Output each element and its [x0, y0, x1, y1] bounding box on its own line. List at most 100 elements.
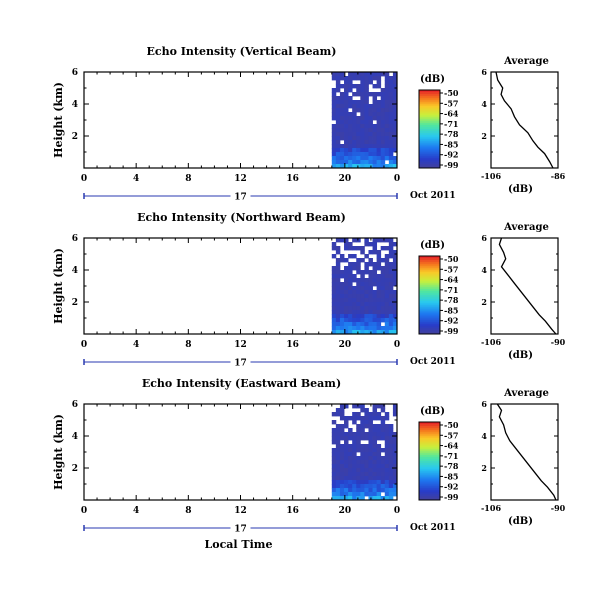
heatmap-cell [376, 432, 382, 437]
heatmap-cell [384, 440, 390, 445]
heatmap-cell [356, 476, 361, 481]
heatmap-cell [352, 132, 357, 137]
heatmap-cell [344, 472, 349, 477]
heatmap-cell [344, 128, 349, 133]
colorbar-swatch [419, 129, 440, 132]
heatmap-cell [352, 432, 357, 437]
heatmap-cell [368, 148, 373, 153]
heatmap-cell [368, 488, 373, 493]
heatmap-cell [380, 318, 386, 323]
heatmap-cell [356, 132, 361, 137]
heatmap-cell [372, 480, 378, 485]
heatmap-cell [392, 476, 398, 481]
heatmap-cell [348, 246, 353, 251]
heatmap-cell [331, 476, 337, 481]
heatmap-cell [380, 156, 386, 161]
heatmap-cell [335, 84, 341, 89]
heatmap-cell [392, 322, 398, 327]
heatmap-cell [352, 440, 357, 445]
heatmap-cell [360, 152, 365, 157]
heatmap-cell [348, 472, 353, 477]
heatmap-cell [380, 310, 386, 315]
date-label: Oct 2011 [410, 357, 456, 367]
heatmap-cell [364, 104, 369, 109]
heatmap-cell [380, 152, 386, 157]
heatmap-cell [335, 72, 341, 77]
heatmap-cell [384, 412, 390, 417]
colorbar-tick-label: -92 [444, 316, 458, 326]
heatmap-cell [344, 416, 349, 421]
heatmap-cell [368, 120, 373, 125]
heatmap-cell [364, 100, 369, 105]
heatmap-cell [344, 112, 349, 117]
y-axis-label: Height (km) [52, 82, 65, 158]
heatmap-cell [372, 404, 378, 409]
heatmap-cell [348, 80, 353, 85]
heatmap-cell [335, 164, 341, 169]
heatmap-cell [356, 262, 361, 267]
heatmap-cell [376, 250, 382, 255]
heatmap-cell [380, 160, 386, 165]
heatmap-cell [372, 262, 378, 267]
heatmap-cell [335, 238, 341, 243]
heatmap-cell [392, 444, 398, 449]
heatmap-cell [376, 298, 382, 303]
heatmap-cell [372, 160, 378, 165]
colorbar-unit: (dB) [420, 240, 445, 251]
colorbar-tick-label: -71 [444, 451, 458, 461]
heatmap-cell [335, 128, 341, 133]
heatmap-cell [360, 84, 365, 89]
heatmap-cell [339, 496, 345, 501]
heatmap-cell [364, 144, 369, 149]
heatmap-cell [331, 136, 337, 141]
heatmap-cell [344, 238, 349, 243]
heatmap-cell [356, 100, 361, 105]
heatmap-cell [388, 250, 394, 255]
heatmap-cell [364, 254, 369, 259]
heatmap-cell [356, 464, 361, 469]
colorbar-unit: (dB) [420, 406, 445, 417]
heatmap-cell [364, 88, 369, 93]
heatmap-cell [348, 140, 353, 145]
heatmap-cell [339, 464, 345, 469]
heatmap-cell [360, 298, 365, 303]
heatmap-cell [372, 104, 378, 109]
heatmap-cell [368, 156, 373, 161]
colorbar-swatch [419, 312, 440, 315]
heatmap-cell [392, 468, 398, 473]
heatmap-cell [364, 424, 369, 429]
colorbar-swatch [419, 306, 440, 310]
colorbar-swatch [419, 302, 440, 306]
heatmap-cell [384, 116, 390, 121]
heatmap-cell [339, 92, 345, 97]
heatmap-cell [352, 290, 357, 295]
heatmap-cell [331, 112, 337, 117]
heatmap-cell [388, 326, 394, 331]
heatmap-cell [360, 480, 365, 485]
heatmap-cell [348, 298, 353, 303]
heatmap-cell [368, 464, 373, 469]
heatmap-cell [352, 476, 357, 481]
heatmap-cell [388, 488, 394, 493]
heatmap-cell [372, 432, 378, 437]
heatmap-cell [344, 76, 349, 81]
heatmap-cell [364, 96, 369, 101]
heatmap-cell [335, 452, 341, 457]
heatmap-cell [352, 92, 357, 97]
heatmap-cell [335, 444, 341, 449]
colorbar-swatch [419, 267, 440, 271]
heatmap-cell [356, 318, 361, 323]
heatmap-cell [339, 116, 345, 121]
heatmap-cell [331, 254, 337, 259]
heatmap-cell [392, 452, 398, 457]
heatmap-cell [339, 112, 345, 117]
heatmap-cell [388, 120, 394, 125]
heatmap-cell [331, 428, 337, 433]
heatmap-cell [335, 322, 341, 327]
heatmap-cell [352, 140, 357, 145]
heatmap-cell [368, 136, 373, 141]
heatmap-cell [368, 468, 373, 473]
heatmap-cell [339, 488, 345, 493]
heatmap-cell [331, 440, 337, 445]
heatmap-cell [335, 100, 341, 105]
